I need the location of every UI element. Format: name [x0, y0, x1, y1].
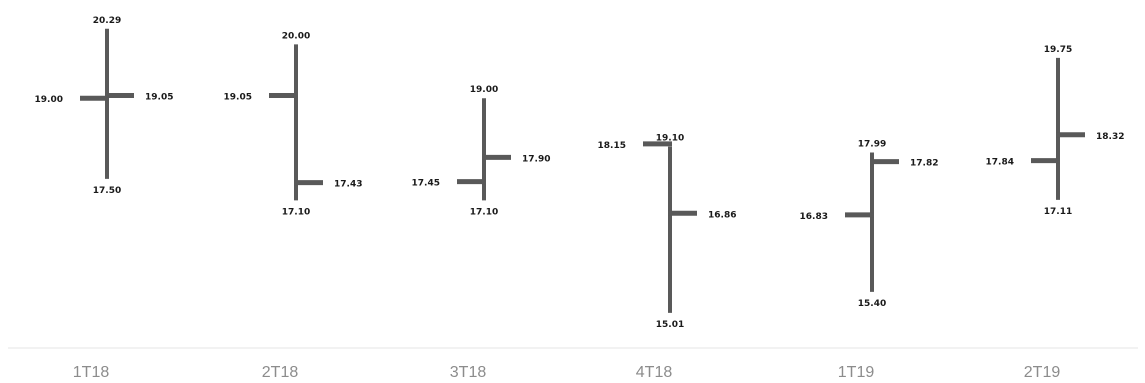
ohlc-bars — [80, 28, 1085, 313]
open-label: 17.45 — [412, 179, 440, 189]
value-labels: 20.29 17.50 19.00 19.05 20.00 17.10 19.05 17.43… — [35, 16, 1125, 330]
x-category-label: 2T19 — [1024, 364, 1061, 381]
high-label: 19.10 — [656, 134, 684, 144]
high-label: 20.00 — [282, 31, 310, 41]
high-label: 20.29 — [93, 16, 121, 26]
x-category-label: 2T18 — [262, 364, 299, 381]
high-label: 17.99 — [858, 140, 886, 150]
x-category-label: 3T18 — [450, 364, 487, 381]
close-label: 16.86 — [708, 210, 736, 220]
high-label: 19.75 — [1044, 45, 1072, 55]
low-label: 15.40 — [858, 299, 886, 309]
x-category-label: 4T18 — [636, 364, 673, 381]
open-label: 16.83 — [800, 212, 828, 222]
low-label: 17.11 — [1044, 207, 1072, 217]
x-category-label: 1T18 — [73, 364, 110, 381]
open-label: 17.84 — [986, 158, 1014, 168]
close-label: 19.05 — [145, 93, 173, 103]
x-category-label: 1T19 — [838, 364, 875, 381]
open-label: 19.05 — [224, 93, 252, 103]
high-label: 19.00 — [470, 85, 498, 95]
low-label: 17.10 — [282, 207, 310, 217]
close-label: 18.32 — [1096, 132, 1124, 142]
close-label: 17.82 — [910, 159, 938, 169]
open-label: 18.15 — [598, 141, 626, 151]
open-label: 19.00 — [35, 95, 63, 105]
category-labels: 1T18 2T18 3T18 4T18 1T19 2T19 — [73, 364, 1061, 381]
close-label: 17.90 — [522, 154, 550, 164]
close-label: 17.43 — [334, 180, 362, 190]
low-label: 15.01 — [656, 320, 684, 330]
low-label: 17.10 — [470, 207, 498, 217]
low-label: 17.50 — [93, 186, 121, 196]
